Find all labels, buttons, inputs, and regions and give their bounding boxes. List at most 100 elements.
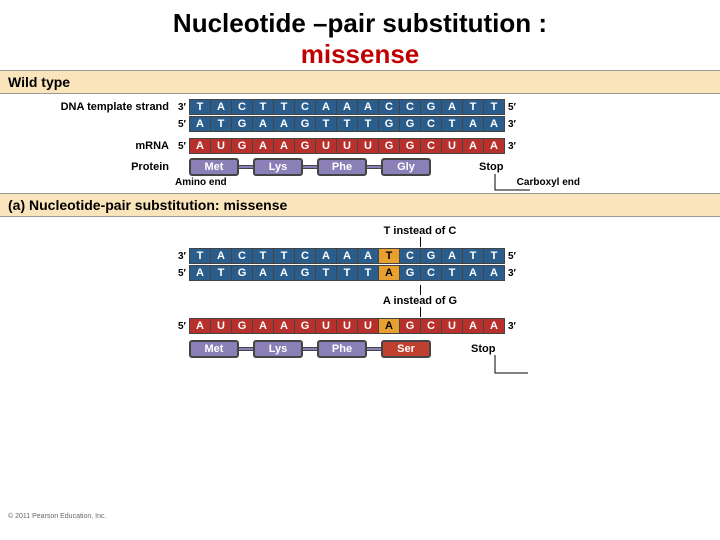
nucleotide-base: G <box>294 318 316 334</box>
nucleotide-base: T <box>273 99 295 115</box>
nucleotide-base: A <box>252 138 274 154</box>
nucleotide-base: T <box>441 265 463 281</box>
nucleotide-base: C <box>378 99 400 115</box>
nucleotide-base: U <box>315 318 337 334</box>
arrow-down-icon <box>420 307 421 317</box>
nucleotide-base: A <box>462 138 484 154</box>
nucleotide-base: C <box>399 248 421 264</box>
nucleotide-base: G <box>399 265 421 281</box>
nucleotide-base: A <box>462 318 484 334</box>
label-mrna: mRNA <box>0 140 175 152</box>
nucleotide-base: U <box>441 318 463 334</box>
nucleotide-base: G <box>294 265 316 281</box>
nucleotide-base: U <box>441 138 463 154</box>
nucleotide-base: T <box>336 116 358 132</box>
nucleotide-base: A <box>441 99 463 115</box>
nucleotide-base: A <box>336 248 358 264</box>
nucleotide-base: T <box>210 265 232 281</box>
missense-dna-top-strand: TACTTCAAATCGATT <box>189 248 505 264</box>
wild-mrna-strand: AUGAAGUUUGGCUAA <box>189 138 505 154</box>
nucleotide-base: T <box>483 248 505 264</box>
label-protein: Protein <box>0 161 175 173</box>
nucleotide-base: A <box>462 265 484 281</box>
nucleotide-base: T <box>336 265 358 281</box>
slide-title: Nucleotide –pair substitution : missense <box>0 0 720 70</box>
amino-acid: Met <box>189 158 239 176</box>
note-a-instead-g: A instead of G <box>380 295 460 307</box>
wild-protein-chain: MetLysPheGly <box>189 158 431 176</box>
nucleotide-base: A <box>252 265 274 281</box>
nucleotide-base: A <box>273 318 295 334</box>
nucleotide-base: A <box>378 265 400 281</box>
nucleotide-base: C <box>420 116 442 132</box>
nucleotide-base: A <box>252 116 274 132</box>
stop-arrow-icon <box>490 172 540 202</box>
nucleotide-base: A <box>315 99 337 115</box>
nucleotide-base: U <box>357 318 379 334</box>
wild-dna-bottom-strand: ATGAAGTTTGGCTAA <box>189 116 505 132</box>
missense-dna-bottom-strand: ATGAAGTTTAGCTAA <box>189 265 505 281</box>
nucleotide-base: T <box>315 265 337 281</box>
label-dna-template: DNA template strand <box>0 101 175 113</box>
nucleotide-base: U <box>210 138 232 154</box>
nucleotide-base: G <box>378 138 400 154</box>
nucleotide-base: T <box>357 116 379 132</box>
amino-acid: Gly <box>381 158 431 176</box>
nucleotide-base: T <box>210 116 232 132</box>
nucleotide-base: G <box>231 138 253 154</box>
amino-acid: Lys <box>253 158 303 176</box>
amino-acid: Met <box>189 340 239 358</box>
wild-dna-top-strand: TACTTCAAACCGATT <box>189 99 505 115</box>
nucleotide-base: C <box>231 99 253 115</box>
nucleotide-base: A <box>378 318 400 334</box>
header-wild-type: Wild type <box>0 70 720 94</box>
nucleotide-base: C <box>294 248 316 264</box>
nucleotide-base: A <box>483 265 505 281</box>
nucleotide-base: A <box>357 248 379 264</box>
nucleotide-base: T <box>273 248 295 264</box>
nucleotide-base: G <box>231 265 253 281</box>
missense-panel: T instead of C 3′ TACTTCAAATCGATT 5′ 5′ … <box>0 217 720 363</box>
amino-acid: Lys <box>253 340 303 358</box>
nucleotide-base: U <box>315 138 337 154</box>
nucleotide-base: A <box>273 265 295 281</box>
nucleotide-base: T <box>252 99 274 115</box>
arrow-up-icon <box>420 285 421 295</box>
header-missense: (a) Nucleotide-pair substitution: missen… <box>0 193 720 217</box>
nucleotide-base: G <box>231 318 253 334</box>
nucleotide-base: U <box>357 138 379 154</box>
nucleotide-base: A <box>252 318 274 334</box>
nucleotide-base: T <box>189 248 211 264</box>
nucleotide-base: C <box>420 265 442 281</box>
nucleotide-base: T <box>189 99 211 115</box>
wild-type-panel: DNA template strand 3′ TACTTCAAACCGATT 5… <box>0 94 720 193</box>
nucleotide-base: A <box>462 116 484 132</box>
amino-end-label: Amino end <box>175 177 227 188</box>
nucleotide-base: G <box>294 116 316 132</box>
nucleotide-base: G <box>294 138 316 154</box>
note-t-instead-c: T instead of C <box>380 225 460 237</box>
nucleotide-base: C <box>231 248 253 264</box>
nucleotide-base: U <box>336 138 358 154</box>
nucleotide-base: G <box>420 99 442 115</box>
nucleotide-base: T <box>315 116 337 132</box>
nucleotide-base: G <box>399 116 421 132</box>
title-main: Nucleotide –pair substitution : <box>173 8 547 38</box>
nucleotide-base: T <box>483 99 505 115</box>
nucleotide-base: C <box>294 99 316 115</box>
nucleotide-base: C <box>420 138 442 154</box>
nucleotide-base: G <box>231 116 253 132</box>
nucleotide-base: T <box>378 248 400 264</box>
stop-arrow-icon <box>490 353 540 387</box>
nucleotide-base: G <box>378 116 400 132</box>
missense-protein-chain: MetLysPheSer <box>189 340 431 358</box>
nucleotide-base: A <box>483 318 505 334</box>
nucleotide-base: A <box>357 99 379 115</box>
nucleotide-base: U <box>210 318 232 334</box>
end-3prime: 3′ <box>175 102 189 113</box>
nucleotide-base: G <box>420 248 442 264</box>
nucleotide-base: A <box>336 99 358 115</box>
nucleotide-base: T <box>252 248 274 264</box>
nucleotide-base: A <box>189 265 211 281</box>
nucleotide-base: A <box>189 318 211 334</box>
